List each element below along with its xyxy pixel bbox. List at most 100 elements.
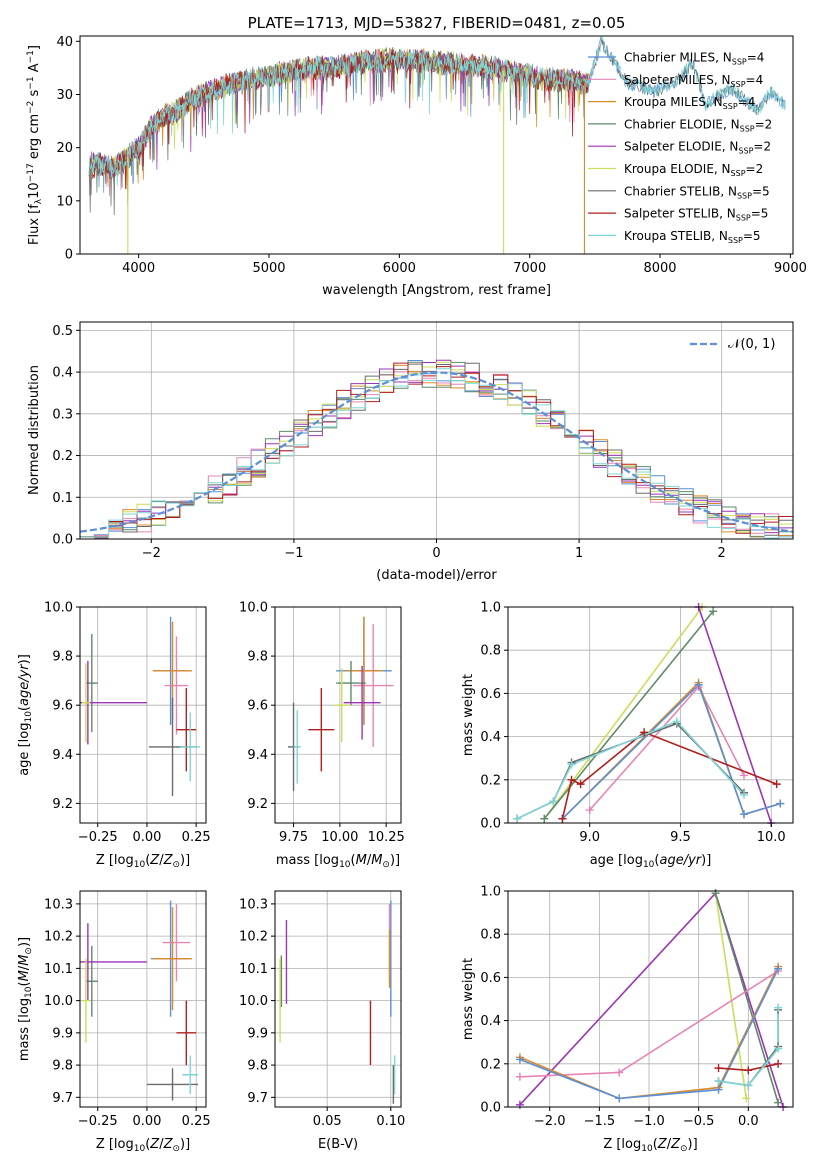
weight-marker-salpeter_miles — [739, 771, 748, 780]
mass_vs_Z-frame — [79, 890, 207, 1108]
weight-marker-chabrier_miles — [714, 1085, 723, 1094]
residual_hist-ytick-label: 0.4 — [52, 366, 73, 381]
mass_vs_ebv-ytick-label: 10.2 — [239, 930, 268, 945]
mass_vs_ebv-ytick-label: 9.9 — [247, 1026, 268, 1041]
spectrum-xtick-label: 6000 — [383, 261, 416, 276]
age_vs_mass-plot-area — [287, 616, 394, 792]
mass_vs_Z-ytick-label: 10.2 — [44, 930, 73, 945]
spectrum-xtick-label: 5000 — [252, 261, 285, 276]
z-axis-label: Z [log10(Z/Z⊙)] — [96, 1137, 190, 1154]
residual_hist-ytick-label: 0.2 — [52, 449, 73, 464]
weight-marker-kroupa_stelib — [714, 1077, 723, 1086]
age_vs_mass-ytick-label: 10.0 — [239, 601, 268, 616]
mass_weight_vs_age-ytick-label: 0.4 — [480, 730, 501, 745]
residual_hist-xtick-label: −2 — [142, 546, 161, 561]
mass_weight_vs_Z-ytick-label: 0.0 — [480, 1101, 501, 1116]
mass_vs_Z-ytick-label: 9.7 — [52, 1091, 73, 1106]
mass_weight_vs_Z-xtick-label: −1.0 — [633, 1114, 665, 1129]
mass_weight_vs_Z-xtick-label: −0.5 — [683, 1114, 715, 1129]
spectrum-xtick-label: 8000 — [643, 261, 676, 276]
age_vs_mass-ytick-label: 9.4 — [247, 748, 268, 763]
weight-line-chabrier_miles — [561, 683, 781, 820]
legend-label-salpeter_elodie: Salpeter ELODIE, NSSP=2 — [624, 140, 771, 156]
spectrum-frame — [79, 35, 794, 255]
legend-label-salpeter_stelib: Salpeter STELIB, NSSP=5 — [624, 207, 768, 223]
weight-marker-kroupa_stelib — [549, 797, 558, 806]
residual_hist-xtick-label: 1 — [575, 546, 583, 561]
age-axis-label: age [log10(age/yr)] — [590, 853, 712, 870]
mass-axis-label: mass [log10(M/M⊙)] — [17, 937, 34, 1061]
mass_weight_vs_age-ytick-label: 0.8 — [480, 644, 501, 659]
weight-marker-kroupa_stelib — [672, 717, 681, 726]
hist-step-kroupa_stelib — [80, 368, 793, 539]
mass_vs_ebv-ytick-label: 10.3 — [239, 897, 268, 912]
age_vs_mass-xtick-label: 10.00 — [321, 830, 358, 845]
mass_vs_ebv-ytick-label: 9.8 — [247, 1059, 268, 1074]
weight-line-chabrier_miles — [519, 968, 779, 1100]
mass_vs_ebv-xtick-label: 0.10 — [376, 1114, 405, 1129]
age_vs_Z-frame — [79, 606, 207, 824]
weight-marker-salpeter_stelib — [714, 1064, 723, 1073]
age-axis-label: age [log10(age/yr)] — [17, 654, 34, 776]
data-layer — [80, 36, 793, 1111]
weight-line-kroupa_elodie — [714, 893, 748, 1099]
weight-marker-salpeter_miles — [585, 806, 594, 815]
mass_vs_Z-ytick-label: 10.0 — [44, 994, 73, 1009]
weight-marker-chabrier_miles — [774, 964, 783, 973]
residual_hist-xlabel: (data-model)/error — [376, 568, 497, 583]
mass_vs_ebv-ytick-label: 10.0 — [239, 994, 268, 1009]
gaussian-curve — [80, 371, 793, 533]
weight-marker-salpeter_miles — [515, 1072, 524, 1081]
mass_vs_ebv-plot-area — [279, 900, 396, 1104]
age_vs_Z-xtick-label: 0.25 — [182, 830, 211, 845]
mass_weight_vs_Z-ylabel: mass weight — [461, 958, 476, 1040]
legend-label-chabrier_stelib: Chabrier STELIB, NSSP=5 — [624, 184, 770, 200]
age_vs_mass-frame — [274, 606, 402, 824]
mass_weight_vs_Z-ytick-label: 1.0 — [480, 885, 501, 900]
age_vs_Z-ytick-label: 9.2 — [52, 797, 73, 812]
spectrum-ytick-label: 0 — [65, 248, 73, 263]
weight-marker-chabrier_miles — [515, 1055, 524, 1064]
residual_hist-ytick-label: 0.1 — [52, 491, 73, 506]
weight-line-chabrier_elodie — [543, 610, 714, 820]
weight-marker-salpeter_stelib — [576, 780, 585, 789]
weight-marker-salpeter_stelib — [567, 775, 576, 784]
weight-line-kroupa_stelib — [516, 720, 745, 820]
weight-marker-chabrier_miles — [615, 1094, 624, 1103]
z-axis-label: Z [log10(Z/Z⊙)] — [603, 1137, 697, 1154]
age_vs_Z-ytick-label: 9.6 — [52, 699, 73, 714]
weight-marker-salpeter_stelib — [744, 1066, 753, 1075]
weight-line-salpeter_elodie — [697, 607, 772, 823]
spectrum-xtick-label: 9000 — [774, 261, 807, 276]
spectrum-ylabel: Flux [fλ10−17 erg cm−2 s−1 A−1] — [26, 45, 44, 245]
mass_vs_Z-ytick-label: 10.1 — [44, 962, 73, 977]
weight-line-chabrier_stelib — [516, 722, 745, 820]
mass_weight_vs_Z-ytick-label: 0.2 — [480, 1057, 501, 1072]
mass_vs_Z-plot-area — [80, 900, 199, 1101]
weight-marker-kroupa_stelib — [739, 790, 748, 799]
mass_weight_vs_Z-ytick-label: 0.4 — [480, 1014, 501, 1029]
residual_hist-ytick-label: 0.3 — [52, 407, 73, 422]
legend-label-salpeter_miles: Salpeter MILES, NSSP=4 — [624, 73, 763, 89]
spectrum-line-kroupa_stelib — [88, 36, 786, 187]
mass_weight_vs_age-frame — [507, 606, 794, 824]
weight-marker-kroupa_stelib — [567, 760, 576, 769]
residual_hist-ytick-label: 0.0 — [52, 533, 73, 548]
mass_vs_ebv-ytick-label: 9.7 — [247, 1091, 268, 1106]
weight-marker-chabrier_miles — [694, 680, 703, 689]
axes-layer: 4000 5000 6000 7000 8000 9000010203040PLATE=1… — [17, 14, 807, 1154]
spectrum-ytick-label: 40 — [56, 35, 73, 50]
mass_weight_vs_age-ytick-label: 0.0 — [480, 817, 501, 832]
mass_vs_Z-ytick-label: 9.8 — [52, 1059, 73, 1074]
weight-marker-salpeter_stelib — [774, 1059, 783, 1068]
legend-label-chabrier_miles: Chabrier MILES, NSSP=4 — [624, 51, 764, 67]
spectrum-ytick-label: 20 — [56, 141, 73, 156]
age_vs_mass-ytick-label: 9.6 — [247, 699, 268, 714]
weight-marker-salpeter_stelib — [558, 814, 567, 823]
weight-marker-salpeter_elodie — [515, 1100, 524, 1109]
legend-label-gaussian: 𝒩(0, 1) — [728, 337, 775, 352]
age_vs_mass-xtick-label: 10.25 — [368, 830, 405, 845]
weight-marker-chabrier_miles — [776, 799, 785, 808]
age_vs_mass-ytick-label: 9.2 — [247, 797, 268, 812]
mass_weight_vs_Z-xtick-label: 0.0 — [738, 1114, 759, 1129]
